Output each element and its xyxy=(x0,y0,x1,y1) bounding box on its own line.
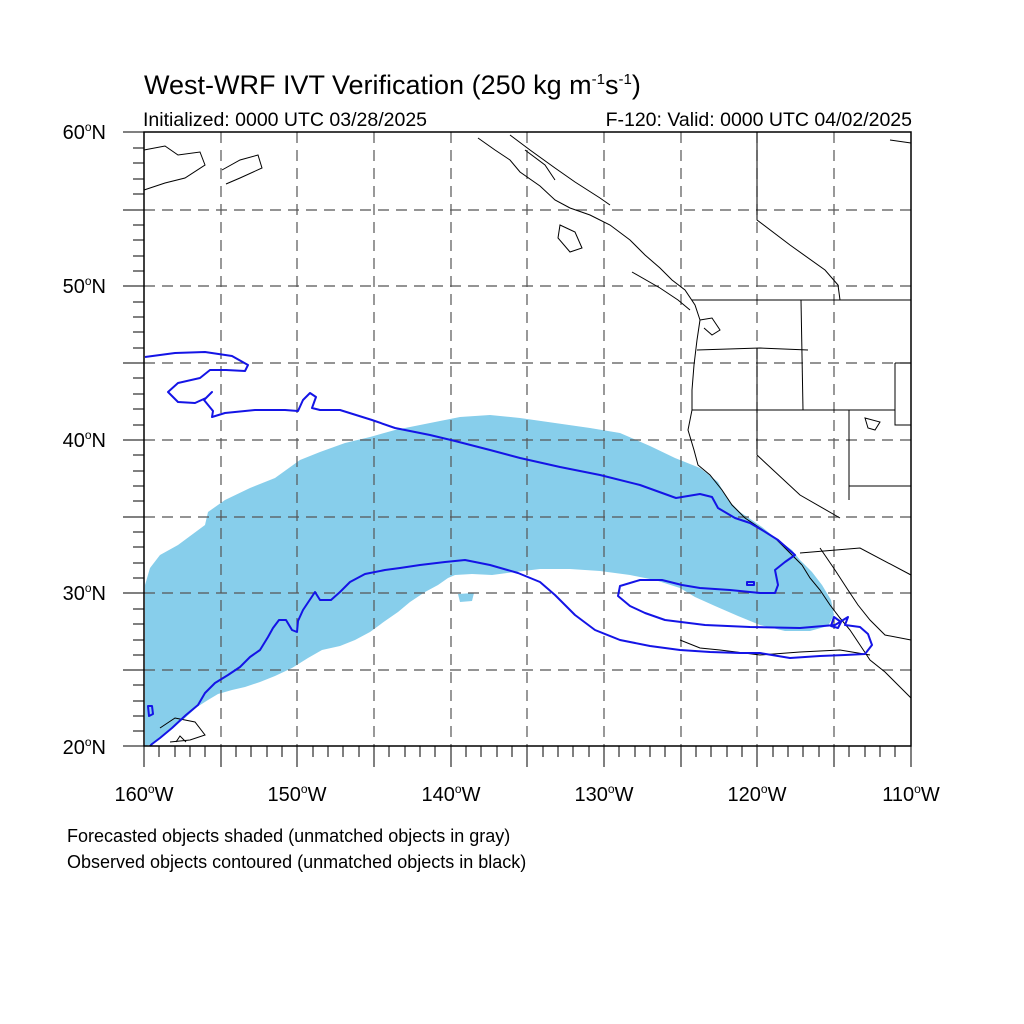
init-time-label: Initialized: 0000 UTC 03/28/2025 xyxy=(143,109,428,131)
footnote-observed: Observed objects contoured (unmatched ob… xyxy=(67,852,527,872)
valid-time-label: F-120: Valid: 0000 UTC 04/02/2025 xyxy=(605,109,912,131)
observed-contour-northern xyxy=(144,351,873,747)
lat-label-60n: 60oN xyxy=(62,120,106,144)
observed-ivt-contours xyxy=(144,351,873,747)
forecast-ivt-fragment xyxy=(458,593,474,602)
forecast-ivt-object xyxy=(145,415,834,746)
graticule xyxy=(144,132,911,746)
lat-label-40n: 40oN xyxy=(62,428,106,452)
map-title: West-WRF IVT Verification (250 kg m-1s-1… xyxy=(144,70,641,100)
lon-label-110w: 110oW xyxy=(882,782,940,806)
axis-ticks xyxy=(123,131,912,767)
lon-label-130w: 130oW xyxy=(574,782,634,806)
footnote-forecast: Forecasted objects shaded (unmatched obj… xyxy=(67,826,511,846)
lon-label-150w: 150oW xyxy=(267,782,327,806)
lat-label-50n: 50oN xyxy=(62,274,106,298)
lon-label-160w: 160oW xyxy=(114,782,174,806)
lat-label-30n: 30oN xyxy=(62,581,106,605)
lon-label-120w: 120oW xyxy=(727,782,787,806)
lat-label-20n: 20oN xyxy=(62,735,106,759)
lon-label-140w: 140oW xyxy=(421,782,481,806)
